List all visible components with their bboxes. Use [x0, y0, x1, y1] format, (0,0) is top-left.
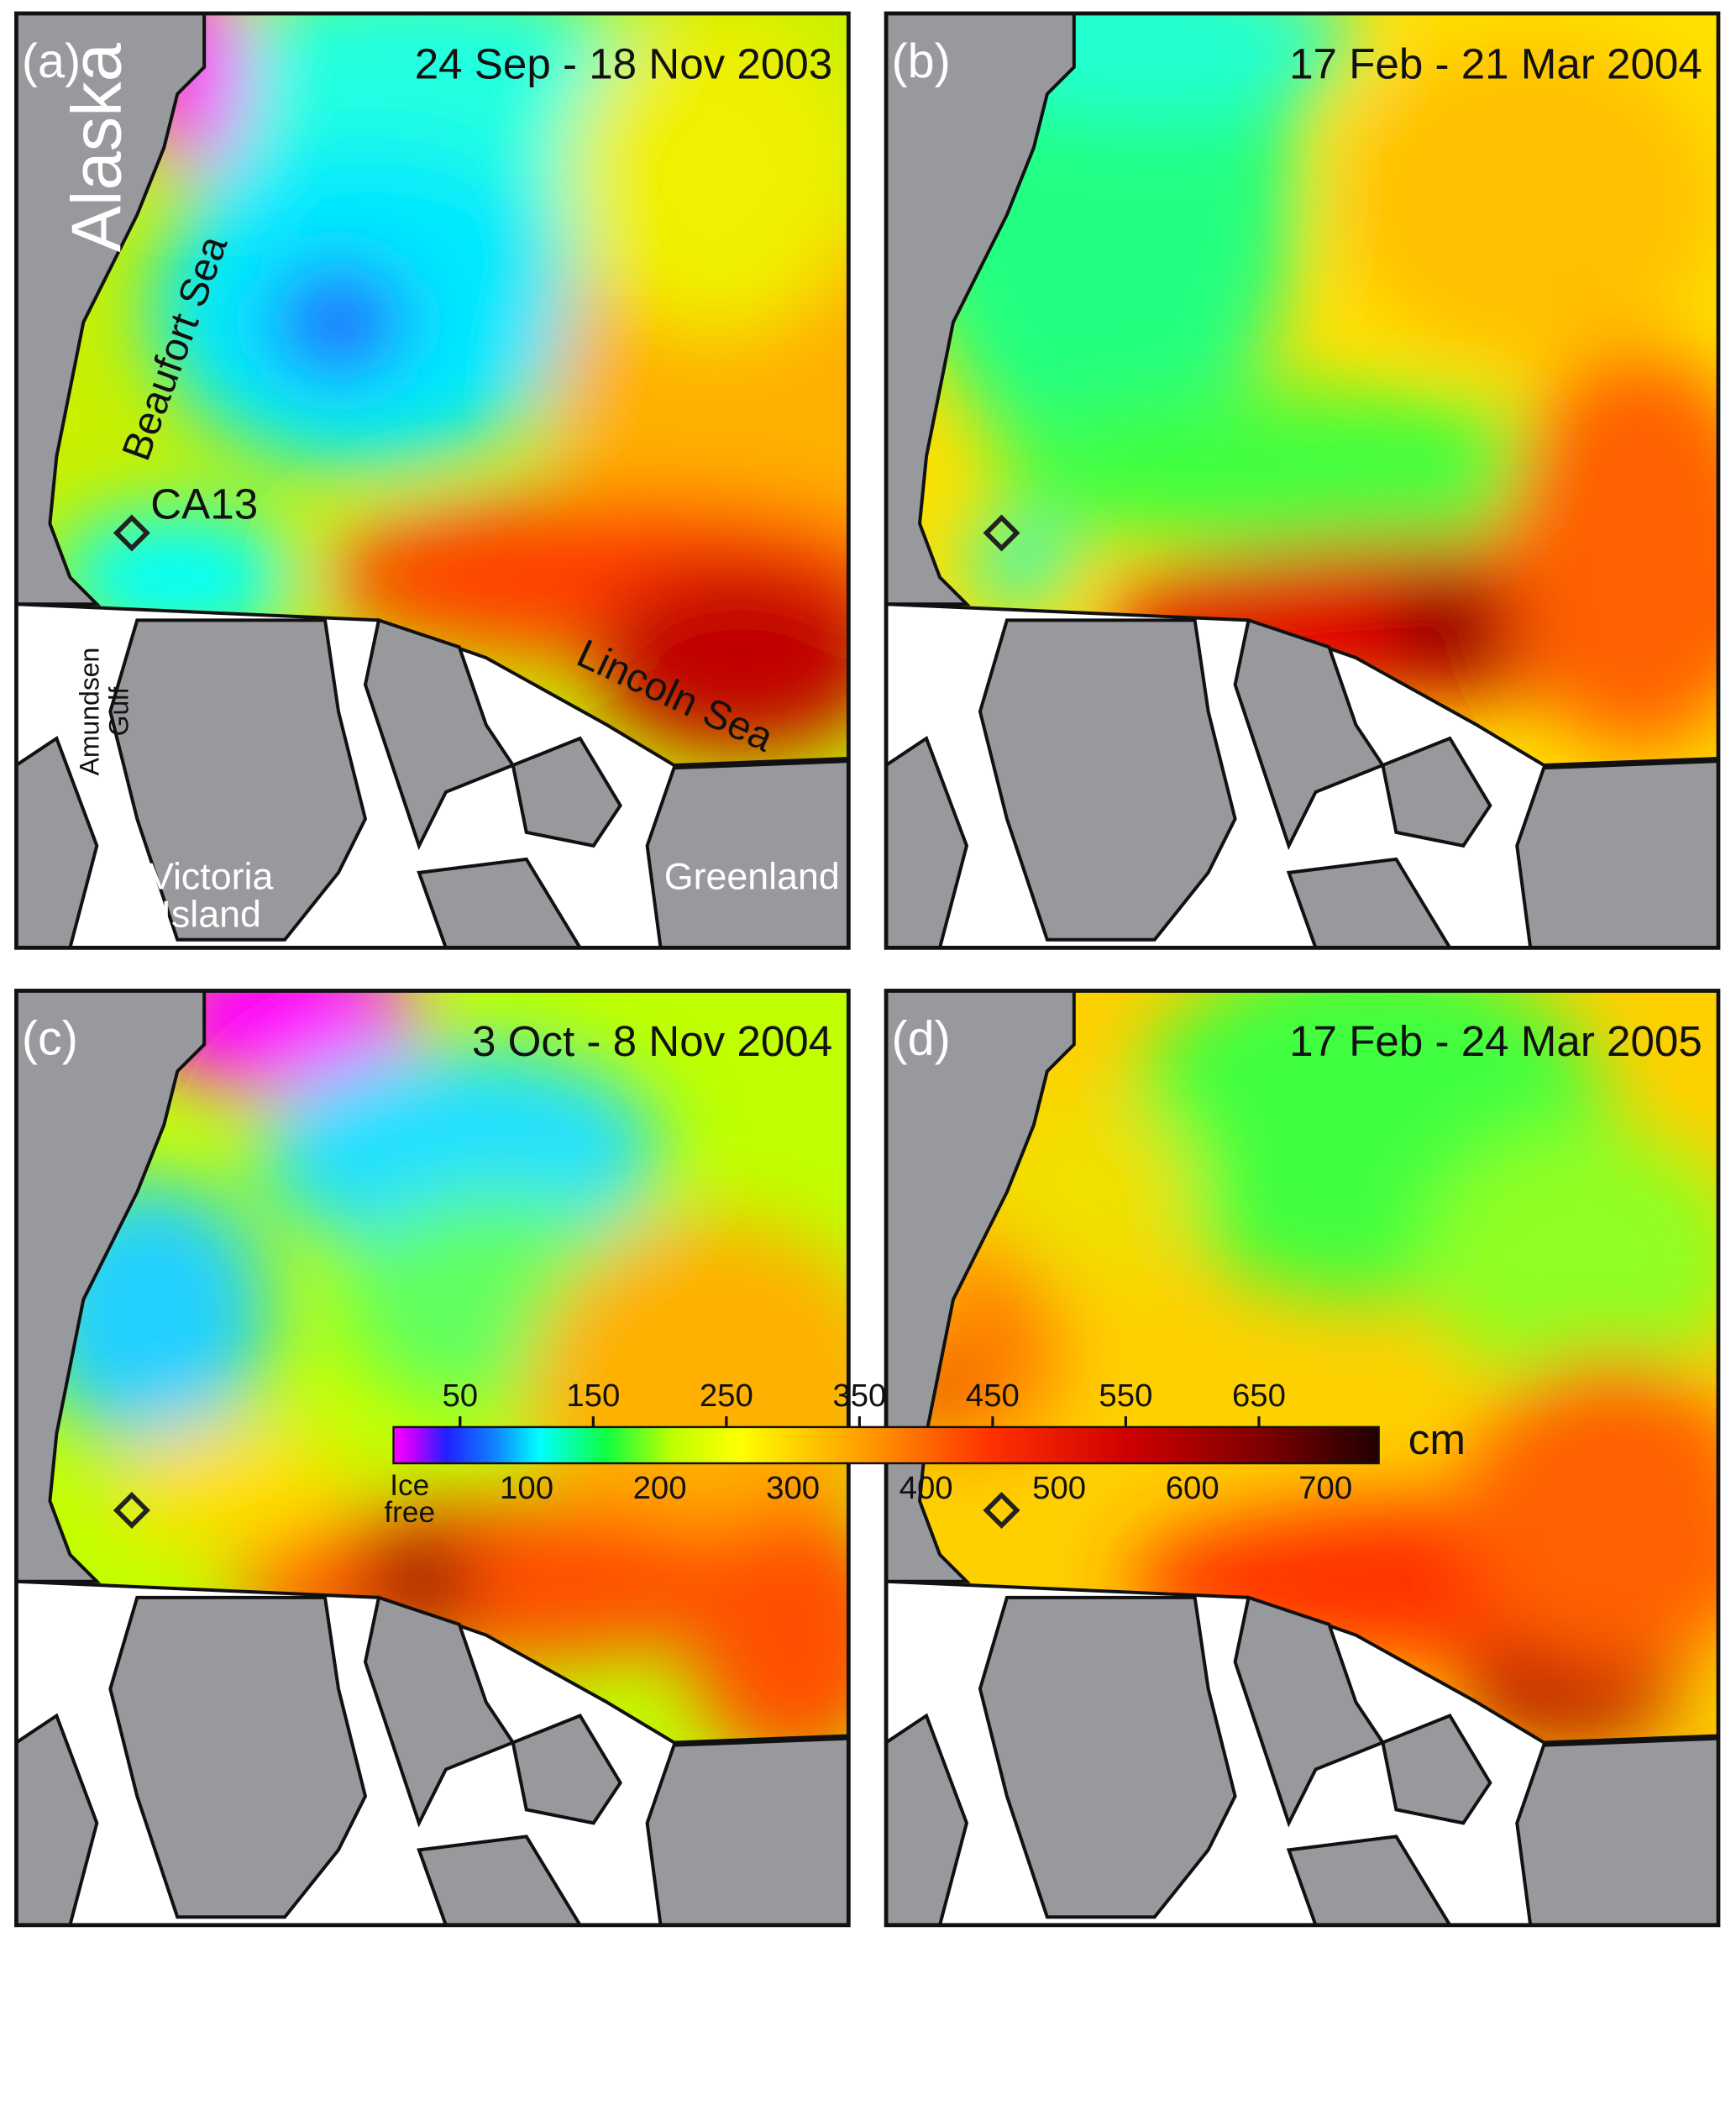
panel-label: (b) — [891, 34, 950, 88]
field-blob — [110, 1420, 352, 1555]
field-blob — [1342, 39, 1718, 363]
panel-period: 17 Feb - 24 Mar 2005 — [1289, 1017, 1702, 1065]
station-marker — [983, 514, 1020, 552]
thickness-field — [16, 13, 849, 948]
colorbar: 50 150 250 350 450 550 650 100 200 300 400 500 600 70… — [384, 1378, 1466, 1529]
colorbar-tick-label: 250 — [700, 1378, 753, 1414]
field-blob — [1423, 1125, 1718, 1394]
station-marker — [113, 514, 150, 552]
colorbar-tick-label: 700 — [1298, 1470, 1352, 1506]
colorbar-tick-label: 650 — [1232, 1378, 1286, 1414]
field-blob — [1503, 349, 1718, 752]
panel-label: (a) — [22, 34, 81, 88]
field-blob — [687, 1500, 849, 1770]
colorbar-unit: cm — [1408, 1415, 1466, 1463]
colorbar-tick-label: 600 — [1166, 1470, 1219, 1506]
field-blob — [1382, 591, 1518, 672]
colorbar-tick-label: 100 — [500, 1470, 553, 1506]
map-panel: (c) 3 Oct - 8 Nov 2004 — [14, 989, 851, 1928]
label-alaska: Alaska — [58, 42, 136, 252]
panel-label: (d) — [891, 1011, 950, 1065]
colorbar-tick-label: 200 — [633, 1470, 687, 1506]
panel-period: 24 Sep - 18 Nov 2003 — [415, 39, 832, 87]
label-greenland: Greenland — [664, 856, 840, 898]
colorbar-tick-label: 400 — [899, 1470, 953, 1506]
station-marker — [113, 1491, 150, 1530]
colorbar-tick-label: 350 — [832, 1378, 886, 1414]
panel-frame — [14, 11, 851, 950]
field-blob — [993, 389, 1585, 551]
label-amundsen: Gulf — [104, 687, 134, 737]
colorbar-ice-free: Ice — [390, 1469, 429, 1502]
label-station: CA13 — [150, 480, 258, 528]
colorbar-tick-label: 500 — [1032, 1470, 1086, 1506]
panel-label: (c) — [22, 1011, 78, 1065]
colorbar-ice-free: free — [384, 1496, 435, 1529]
field-blob — [979, 1098, 1195, 1287]
colorbar-tick-label: 50 — [442, 1378, 478, 1414]
field-blob — [271, 268, 406, 376]
map-panel: (b) 17 Feb - 21 Mar 2004 — [884, 11, 1721, 950]
label-victoria: Island — [160, 893, 260, 935]
colorbar-tick-label: 300 — [766, 1470, 820, 1506]
station-marker — [983, 1491, 1020, 1530]
panel-period: 17 Feb - 21 Mar 2004 — [1289, 39, 1702, 87]
field-blobs — [56, 13, 849, 752]
field-blob — [566, 13, 849, 336]
label-victoria: Victoria — [149, 856, 274, 898]
label-amundsen: Amundsen — [74, 648, 104, 776]
field-blob — [1463, 1353, 1718, 1676]
colorbar-tick-label: 450 — [966, 1378, 1020, 1414]
field-blob — [526, 1219, 849, 1568]
colorbar-bar — [392, 1425, 1380, 1465]
panel-frame — [884, 11, 1721, 950]
field-blob — [593, 564, 849, 752]
field-blob — [966, 523, 1074, 605]
colorbar-tick-label: 550 — [1099, 1378, 1152, 1414]
colorbar-tick-label: 150 — [566, 1378, 620, 1414]
panel-period: 3 Oct - 8 Nov 2004 — [472, 1017, 832, 1065]
